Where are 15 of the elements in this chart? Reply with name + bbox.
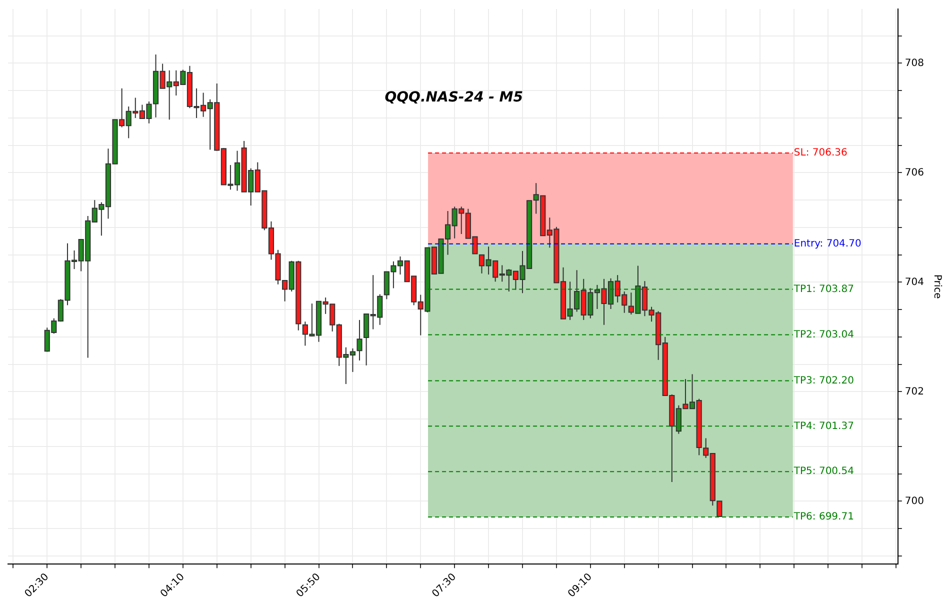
ref-line-label: TP4: 701.37 xyxy=(792,420,854,432)
ref-line-label: TP3: 702.20 xyxy=(792,375,854,386)
y-tick-label: 706 xyxy=(904,167,924,178)
y-tick-label: 708 xyxy=(904,58,924,69)
ref-line-label: TP1: 703.87 xyxy=(792,284,854,295)
y-tick-label: 700 xyxy=(904,496,924,507)
ref-line-label: TP2: 703.04 xyxy=(792,329,854,340)
text: QQQ.NAS-24 - M5 xyxy=(384,90,524,106)
y-tick-label: 702 xyxy=(904,386,924,398)
y-tick-label: 704 xyxy=(904,276,924,288)
ref-line-label: Entry: 704.70 xyxy=(794,238,862,250)
y-axis-title: Price xyxy=(931,274,942,299)
ref-line-label: SL: 706.36 xyxy=(794,148,848,159)
ref-line-label: TP6: 699.71 xyxy=(792,512,854,523)
ref-line-label: TP5: 700.54 xyxy=(792,466,854,478)
